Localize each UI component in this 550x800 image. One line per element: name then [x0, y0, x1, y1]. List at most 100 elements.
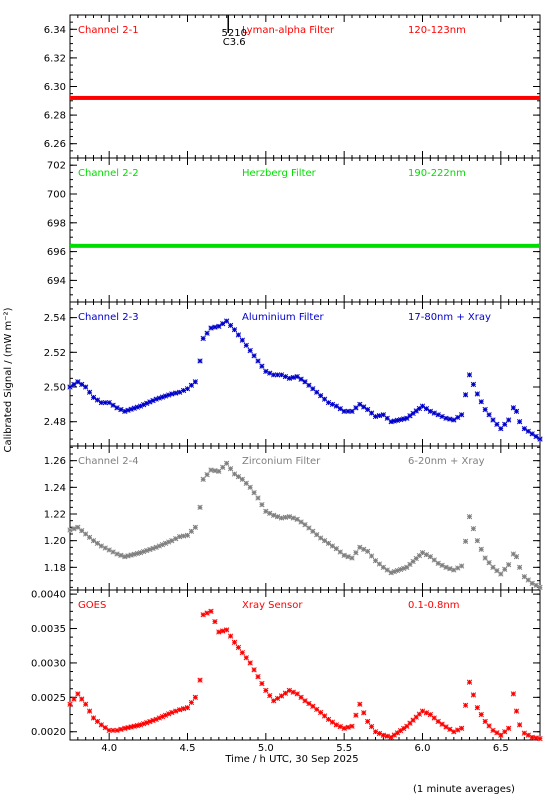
- channel-label: GOES: [78, 600, 106, 611]
- data-point: [173, 390, 179, 396]
- data-point: [459, 412, 465, 418]
- data-point: [294, 516, 300, 522]
- data-point: [134, 404, 141, 410]
- data-point: [447, 726, 453, 732]
- data-point: [443, 415, 449, 421]
- data-point: [106, 547, 112, 553]
- data-band: [70, 95, 540, 100]
- data-point: [188, 699, 195, 706]
- data-point: [486, 560, 492, 566]
- data-point: [298, 519, 304, 525]
- data-point: [86, 708, 93, 714]
- data-point: [435, 718, 441, 725]
- data-point: [153, 716, 159, 723]
- data-point: [494, 421, 500, 427]
- data-point: [255, 495, 261, 501]
- data-point: [525, 577, 531, 583]
- data-point: [144, 400, 150, 406]
- data-point: [208, 467, 214, 473]
- x-tick-label: 5.5: [336, 743, 352, 754]
- data-point: [462, 538, 469, 544]
- data-point: [153, 396, 159, 402]
- data-point: [513, 554, 520, 560]
- data-point: [83, 531, 89, 537]
- flare-marker: 5210 C3.6: [222, 15, 247, 48]
- data-point: [510, 405, 517, 411]
- data-point: [220, 321, 226, 327]
- data-point: [79, 696, 85, 702]
- data-point: [267, 370, 273, 376]
- y-tick-label: 698: [47, 218, 66, 229]
- data-point: [166, 539, 172, 545]
- data-point: [162, 393, 169, 399]
- data-point: [376, 561, 383, 567]
- data-point: [410, 717, 416, 723]
- data-point: [502, 566, 508, 572]
- y-tick-label: 696: [47, 247, 66, 258]
- band-label: 190-222nm: [408, 168, 466, 179]
- data-point: [401, 725, 407, 732]
- data-point: [150, 545, 156, 552]
- data-point: [407, 561, 413, 568]
- data-point: [443, 724, 449, 730]
- channel-label: Channel 2-2: [78, 168, 139, 179]
- data-point: [470, 692, 477, 698]
- data-point: [298, 694, 304, 700]
- data-point: [216, 323, 222, 329]
- data-point: [173, 708, 179, 714]
- channel-label: Channel 2-1: [78, 25, 139, 36]
- data-point: [71, 381, 77, 388]
- data-point: [224, 460, 230, 466]
- data-point: [506, 725, 512, 731]
- band-label: 120-123nm: [408, 25, 466, 36]
- data-point: [156, 543, 162, 549]
- data-point: [482, 718, 488, 725]
- y-tick-label: 702: [47, 161, 66, 172]
- data-point: [513, 408, 520, 414]
- data-point: [247, 484, 253, 490]
- data-point: [67, 384, 73, 390]
- data-point: [231, 327, 238, 333]
- y-tick-label: 0.0035: [31, 624, 66, 635]
- data-point: [259, 680, 265, 687]
- data-point: [271, 698, 277, 704]
- data-point: [521, 730, 527, 736]
- data-point: [306, 525, 312, 531]
- x-axis-label: Time / h UTC, 30 Sep 2025: [224, 754, 358, 765]
- chart-panel-4: 1.18 1.20 1.22 1.24 1.26 Channel 2-4 Zirconium…: [44, 445, 543, 591]
- data-point: [208, 325, 214, 331]
- data-point: [333, 546, 339, 552]
- data-point: [180, 533, 187, 539]
- data-point: [372, 413, 379, 420]
- y-tick-label: 1.18: [44, 563, 66, 574]
- x-axis: 4.0 4.5 5.0 5.5 6.0 6.5: [101, 743, 509, 754]
- data-point: [533, 735, 539, 741]
- data-point: [122, 725, 128, 731]
- data-point: [94, 718, 101, 725]
- data-point: [137, 550, 144, 556]
- data-point: [310, 703, 316, 709]
- data-point: [423, 552, 430, 558]
- data-point: [106, 727, 112, 734]
- flare-id-label: 5210: [222, 28, 247, 39]
- data-point: [110, 727, 116, 734]
- data-point: [525, 732, 531, 738]
- data-point: [401, 565, 407, 572]
- data-point: [470, 526, 477, 532]
- data-point: [345, 408, 351, 414]
- data-point: [197, 677, 203, 683]
- data-point: [212, 468, 218, 474]
- data-point: [255, 674, 261, 680]
- data-point: [333, 722, 339, 728]
- data-point: [131, 723, 137, 729]
- data-point: [314, 706, 320, 713]
- data-point: [376, 730, 383, 737]
- y-tick-label: 700: [47, 190, 66, 201]
- data-point: [455, 565, 461, 571]
- data-point: [159, 713, 166, 720]
- y-tick-label: 2.48: [44, 417, 66, 428]
- data-point: [90, 715, 97, 721]
- data-point: [439, 562, 445, 568]
- data-point: [162, 712, 169, 718]
- data-point: [278, 693, 285, 699]
